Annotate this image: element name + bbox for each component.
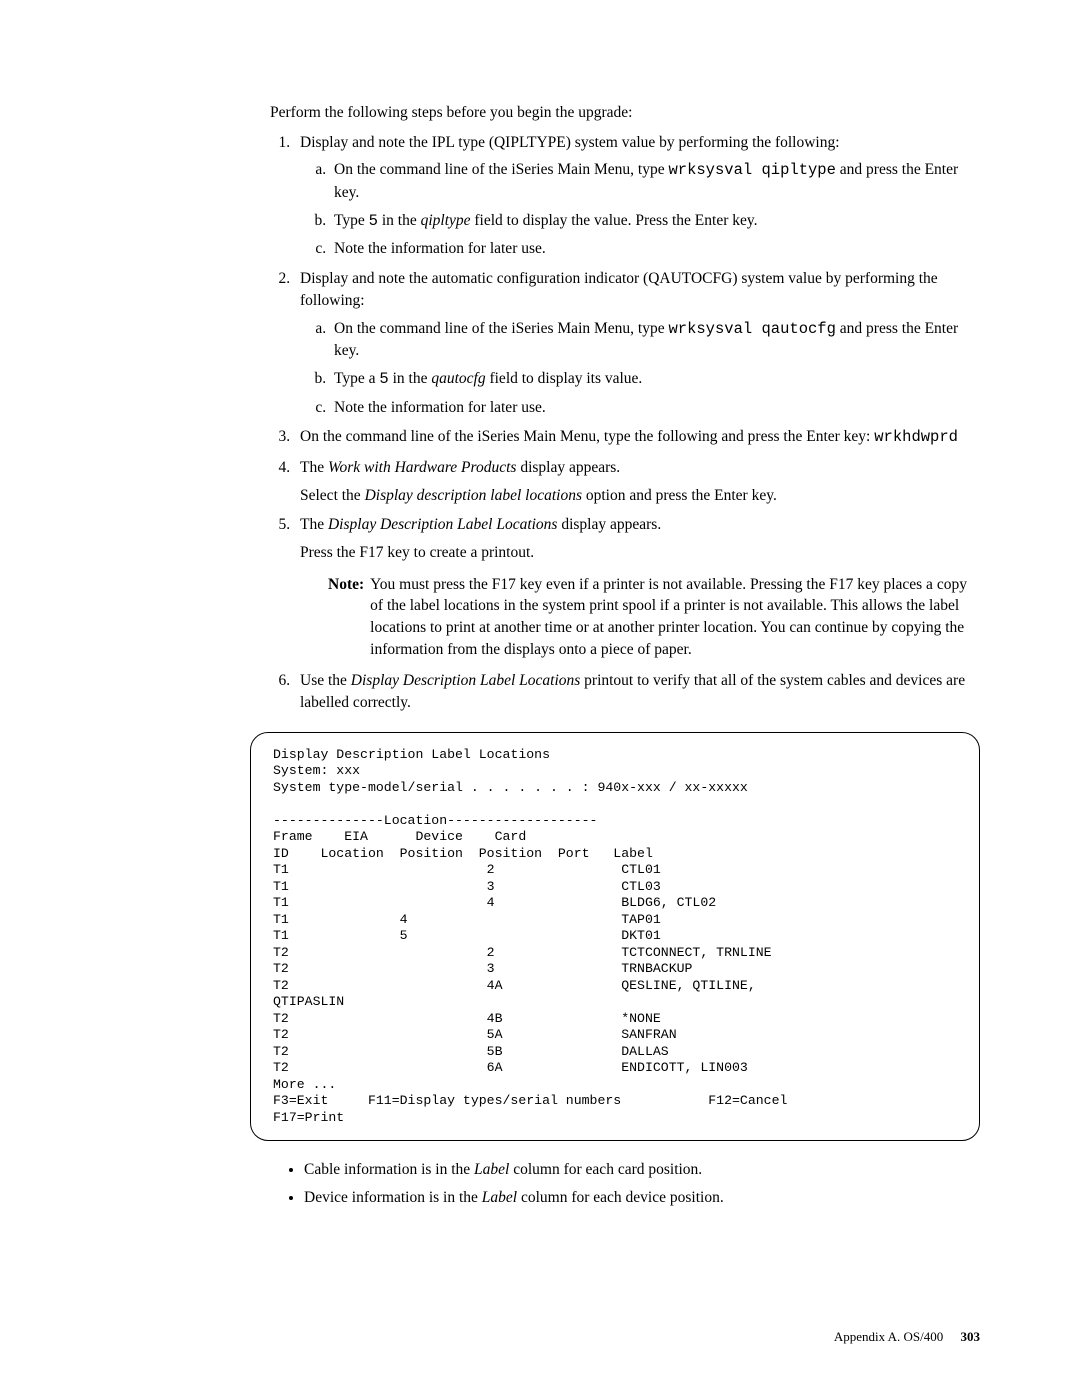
step-2b-mid: in the xyxy=(389,370,432,387)
step-3-pre: On the command line of the iSeries Main … xyxy=(300,428,874,445)
step-1: Display and note the IPL type (QIPLTYPE)… xyxy=(294,132,980,260)
terminal-screen: Display Description Label Locations Syst… xyxy=(250,732,980,1142)
step-3-code: wrkhdwprd xyxy=(874,428,958,446)
bullet-1b: column for each card position. xyxy=(509,1161,702,1178)
step-2a: On the command line of the iSeries Main … xyxy=(330,318,980,362)
page-number: 303 xyxy=(961,1329,981,1344)
bullet-1a: Cable information is in the xyxy=(304,1161,474,1178)
step-2: Display and note the automatic configura… xyxy=(294,268,980,418)
step-4-l2i: Display description label locations xyxy=(365,487,582,504)
main-steps-list: Display and note the IPL type (QIPLTYPE)… xyxy=(270,132,980,714)
step-5: The Display Description Label Locations … xyxy=(294,514,980,660)
bullet-2: Device information is in the Label colum… xyxy=(304,1187,980,1209)
step-5-line1: The Display Description Label Locations … xyxy=(300,514,980,536)
step-1-sublist: On the command line of the iSeries Main … xyxy=(300,159,980,260)
step-4: The Work with Hardware Products display … xyxy=(294,457,980,506)
step-4-line1: The Work with Hardware Products display … xyxy=(300,457,980,479)
intro-paragraph: Perform the following steps before you b… xyxy=(270,102,980,124)
step-5-l1i: Display Description Label Locations xyxy=(328,516,557,533)
step-1b-mid: in the xyxy=(378,212,421,229)
step-2-text: Display and note the automatic configura… xyxy=(300,270,938,309)
step-4-l1a: The xyxy=(300,459,328,476)
step-5-l1a: The xyxy=(300,516,328,533)
step-2b-post: field to display its value. xyxy=(486,370,643,387)
step-5-line2: Press the F17 key to create a printout. xyxy=(300,542,980,564)
step-1a-pre: On the command line of the iSeries Main … xyxy=(334,161,668,178)
step-1b-post: field to display the value. Press the En… xyxy=(471,212,758,229)
bullet-2i: Label xyxy=(482,1189,517,1206)
step-4-l2b: option and press the Enter key. xyxy=(582,487,777,504)
bullet-2b: column for each device position. xyxy=(517,1189,724,1206)
step-6: Use the Display Description Label Locati… xyxy=(294,670,980,713)
document-page: Perform the following steps before you b… xyxy=(0,0,1080,1275)
step-1a: On the command line of the iSeries Main … xyxy=(330,159,980,203)
bullet-list: Cable information is in the Label column… xyxy=(286,1159,980,1208)
step-1b-ital: qipltype xyxy=(421,212,471,229)
step-2c: Note the information for later use. xyxy=(330,397,980,419)
step-1c: Note the information for later use. xyxy=(330,238,980,260)
step-2b: Type a 5 in the qautocfg field to displa… xyxy=(330,368,980,391)
bullet-1i: Label xyxy=(474,1161,509,1178)
step-1a-code: wrksysval qipltype xyxy=(668,161,835,179)
step-2b-ital: qautocfg xyxy=(431,370,485,387)
step-6-pre: Use the xyxy=(300,672,351,689)
step-2-sublist: On the command line of the iSeries Main … xyxy=(300,318,980,419)
step-1b-code: 5 xyxy=(369,212,378,230)
step-5-note: Note: You must press the F17 key even if… xyxy=(328,574,980,661)
step-1b-pre: Type xyxy=(334,212,369,229)
step-5-l1b: display appears. xyxy=(557,516,661,533)
note-label: Note: xyxy=(328,574,364,661)
footer-text: Appendix A. OS/400 xyxy=(834,1329,943,1344)
step-2b-pre: Type a xyxy=(334,370,379,387)
step-2a-pre: On the command line of the iSeries Main … xyxy=(334,320,668,337)
step-4-l2a: Select the xyxy=(300,487,365,504)
bullet-1: Cable information is in the Label column… xyxy=(304,1159,980,1181)
bullet-2a: Device information is in the xyxy=(304,1189,482,1206)
step-3: On the command line of the iSeries Main … xyxy=(294,426,980,449)
step-2a-code: wrksysval qautocfg xyxy=(668,320,835,338)
step-2b-code: 5 xyxy=(379,370,388,388)
step-6-ital: Display Description Label Locations xyxy=(351,672,580,689)
step-1-text: Display and note the IPL type (QIPLTYPE)… xyxy=(300,134,840,151)
note-body: You must press the F17 key even if a pri… xyxy=(370,574,980,661)
step-4-l1i: Work with Hardware Products xyxy=(328,459,516,476)
step-1b: Type 5 in the qipltype field to display … xyxy=(330,210,980,233)
page-footer: Appendix A. OS/400 303 xyxy=(834,1329,980,1345)
step-4-line2: Select the Display description label loc… xyxy=(300,485,980,507)
step-4-l1b: display appears. xyxy=(516,459,620,476)
